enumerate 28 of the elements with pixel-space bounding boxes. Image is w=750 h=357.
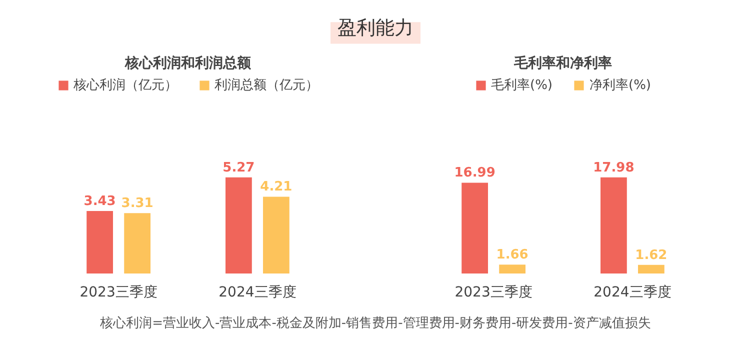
chart-title: 毛利率和净利率 [513, 54, 612, 72]
legend-label: 毛利率(%) [491, 77, 552, 94]
bar [124, 213, 150, 274]
data-label: 1.62 [635, 248, 668, 263]
x-tick-label: 2024三季度 [594, 284, 672, 300]
data-label: 3.31 [121, 196, 154, 212]
x-tick-label: 2023三季度 [454, 284, 532, 300]
bar [226, 177, 252, 274]
x-tick-label: 2023三季度 [80, 284, 158, 300]
bar [499, 264, 526, 274]
legend-label: 净利率(%) [590, 77, 651, 94]
chart-title: 核心利润和利润总额 [124, 54, 252, 72]
data-label: 4.21 [260, 180, 292, 195]
data-label: 17.98 [593, 160, 634, 176]
legend-label: 核心利润（亿元） [74, 77, 178, 94]
bar [638, 264, 664, 274]
data-label: 5.27 [222, 160, 255, 176]
bar [86, 210, 113, 274]
text: 核心利润=营业收入-营业成本-税金及附加-销售费用-管理费用-财务费用-研发费用-资产减值损失 [99, 314, 651, 331]
data-label: 16.99 [454, 166, 496, 181]
x-tick-label: 2024三季度 [218, 284, 296, 300]
legend-label: 利润总额（亿元） [214, 77, 318, 94]
data-label: 1.66 [496, 248, 528, 263]
bar [600, 177, 627, 274]
data-label: 3.43 [84, 194, 116, 209]
bar [462, 182, 488, 274]
text: 盈利能力 [338, 16, 414, 39]
bar [263, 196, 290, 274]
